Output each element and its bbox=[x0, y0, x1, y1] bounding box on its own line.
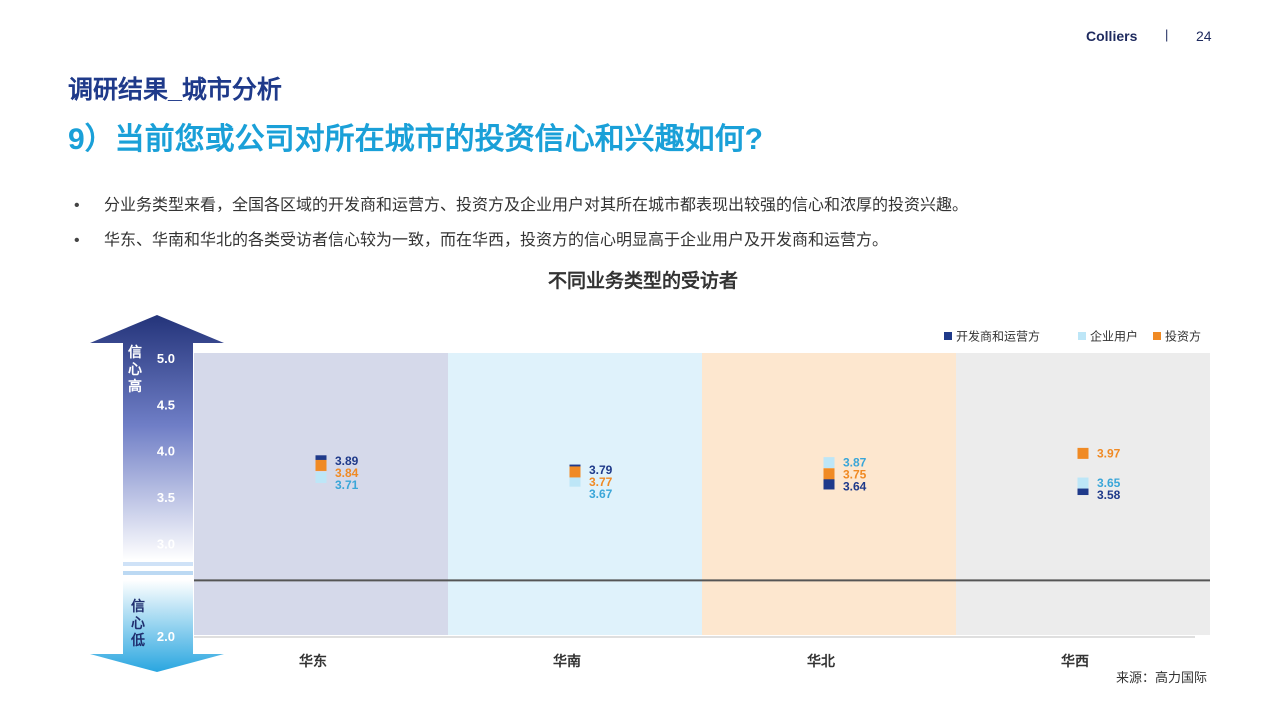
data-label: 3.79 bbox=[589, 463, 613, 477]
arrow-bottom-label: 信心低 bbox=[130, 598, 145, 648]
data-point bbox=[569, 475, 581, 487]
bullet-item: • 华东、华南和华北的各类受访者信心较为一致，而在华西，投资方的信心明显高于企业用… bbox=[74, 223, 968, 258]
arrow-down-shape bbox=[90, 580, 224, 672]
data-label: 3.75 bbox=[843, 468, 867, 482]
chart-title: 不同业务类型的受访者 bbox=[547, 271, 738, 292]
data-label: 3.89 bbox=[335, 454, 359, 468]
data-label: 3.64 bbox=[843, 480, 867, 494]
data-label: 3.71 bbox=[335, 478, 359, 492]
legend-label: 投资方 bbox=[1165, 329, 1201, 344]
y-tick-label: 3.0 bbox=[157, 536, 175, 551]
y-tick-label: 4.5 bbox=[157, 397, 175, 412]
bullet-text: 分业务类型来看，全国各区域的开发商和运营方、投资方及企业用户对其所在城市都表现出… bbox=[104, 197, 969, 214]
section-title: 调研结果_城市分析 bbox=[68, 76, 282, 104]
category-band bbox=[702, 353, 956, 635]
data-point bbox=[315, 459, 327, 471]
x-tick-label: 华西 bbox=[1061, 653, 1089, 669]
legend-swatch bbox=[1078, 332, 1086, 340]
y-tick-label: 5.0 bbox=[157, 351, 175, 366]
category-band bbox=[448, 353, 702, 635]
data-label: 3.84 bbox=[335, 466, 359, 480]
page-title: 9）当前您或公司对所在城市的投资信心和兴趣如何? bbox=[68, 123, 764, 156]
data-point bbox=[823, 468, 835, 480]
bullet-item: • 分业务类型来看，全国各区域的开发商和运营方、投资方及企业用户对其所在城市都表现… bbox=[74, 188, 968, 223]
header-separator: | bbox=[1165, 27, 1169, 42]
brand-logo-text: Colliers bbox=[1086, 28, 1138, 44]
legend-label: 企业用户 bbox=[1090, 329, 1138, 344]
bullet-marker: • bbox=[74, 197, 80, 214]
confidence-arrow: 信心高 信心低 bbox=[90, 315, 224, 672]
data-point bbox=[569, 466, 581, 478]
category-band bbox=[194, 353, 448, 635]
arrow-gap-stripe bbox=[123, 562, 193, 566]
arrow-top-label: 信心高 bbox=[128, 344, 142, 394]
data-point bbox=[315, 471, 327, 483]
chart: 信心高 信心低 2.03.03.54.04.55.0 华东 华南 华北 华西 3.89… bbox=[90, 315, 1210, 672]
bullet-marker: • bbox=[74, 232, 80, 249]
y-tick-label: 4.0 bbox=[157, 444, 175, 459]
legend-swatch bbox=[1153, 332, 1161, 340]
data-label: 3.67 bbox=[589, 487, 613, 501]
data-point bbox=[823, 478, 835, 490]
data-point bbox=[1077, 484, 1089, 496]
bullet-list: • 分业务类型来看，全国各区域的开发商和运营方、投资方及企业用户对其所在城市都表现… bbox=[74, 188, 968, 258]
y-tick-label: 3.5 bbox=[157, 490, 175, 505]
data-point bbox=[823, 457, 835, 469]
source-note: 来源：高力国际 bbox=[1116, 670, 1208, 685]
legend-swatch bbox=[944, 332, 952, 340]
page-number: 24 bbox=[1196, 28, 1212, 44]
data-label: 3.58 bbox=[1097, 488, 1121, 502]
data-label: 3.65 bbox=[1097, 476, 1121, 490]
bullet-text: 华东、华南和华北的各类受访者信心较为一致，而在华西，投资方的信心明显高于企业用户… bbox=[104, 232, 889, 249]
data-label: 3.87 bbox=[843, 456, 867, 470]
data-label: 3.97 bbox=[1097, 446, 1121, 460]
data-label: 3.77 bbox=[589, 475, 613, 489]
data-point bbox=[1077, 447, 1089, 459]
arrow-bottom-char: 低 bbox=[130, 632, 145, 648]
arrow-bottom-char: 心 bbox=[131, 615, 145, 631]
x-tick-label: 华南 bbox=[553, 653, 581, 669]
legend-label: 开发商和运营方 bbox=[956, 329, 1040, 344]
x-tick-label: 华北 bbox=[807, 653, 835, 669]
arrow-top-char: 信 bbox=[128, 344, 142, 360]
arrow-up-shape bbox=[90, 315, 224, 560]
data-point bbox=[1077, 477, 1089, 489]
legend: 开发商和运营方 企业用户 投资方 bbox=[944, 329, 1201, 344]
x-tick-label: 华东 bbox=[299, 653, 327, 669]
y-tick-label: 2.0 bbox=[157, 629, 175, 644]
arrow-top-char: 高 bbox=[128, 378, 142, 394]
arrow-top-char: 心 bbox=[128, 361, 142, 377]
arrow-bottom-char: 信 bbox=[131, 598, 145, 614]
arrow-gap-stripe bbox=[123, 571, 193, 575]
